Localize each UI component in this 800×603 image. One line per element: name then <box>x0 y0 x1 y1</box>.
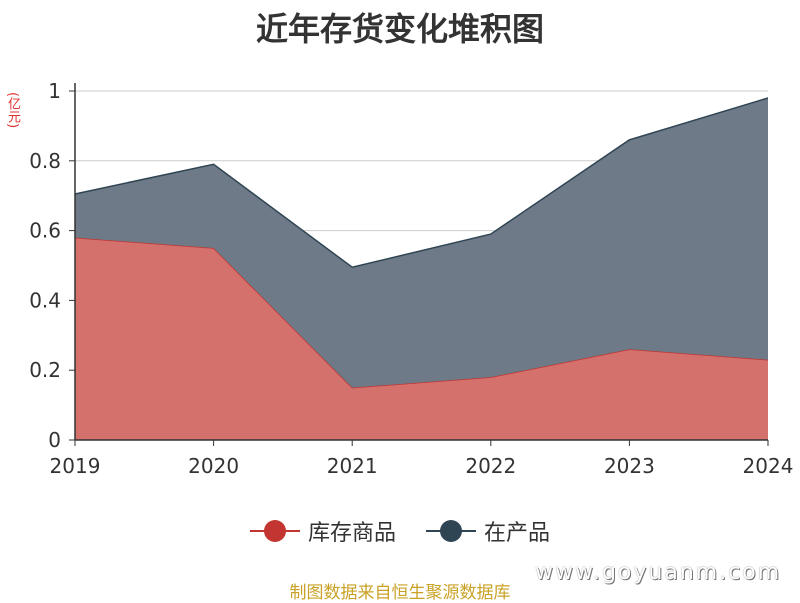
y-axis-unit-label: (亿元) <box>5 92 20 129</box>
x-tick-label: 2023 <box>604 454 655 478</box>
y-tick-label: 1 <box>48 79 61 103</box>
legend-label: 在产品 <box>484 521 551 546</box>
legend-item-series-0[interactable]: 库存商品 <box>249 515 396 547</box>
legend-item-series-1[interactable]: 在产品 <box>426 515 550 547</box>
legend-marker-icon <box>249 519 300 543</box>
area-series <box>74 97 769 440</box>
legend-label: 库存商品 <box>307 521 396 546</box>
y-tick-label: 0.8 <box>29 149 61 173</box>
axes <box>69 83 769 446</box>
x-tick-label: 2024 <box>743 454 794 478</box>
area-fill-series-0 <box>75 237 768 440</box>
y-tick-label: 0.6 <box>29 219 61 243</box>
x-tick-label: 2021 <box>327 454 378 478</box>
y-tick-label: 0.2 <box>29 358 61 382</box>
x-tick-label: 2019 <box>50 454 101 478</box>
y-tick-label: 0.4 <box>29 288 61 312</box>
y-tick-label: 0 <box>48 428 61 452</box>
chart-title: 近年存货变化堆积图 <box>255 10 544 48</box>
area-line-series-1 <box>74 97 769 269</box>
tick-labels: 0 0.2 0.4 0.6 0.8 1 2019 2020 2021 2022 2023 2024 <box>29 79 793 478</box>
legend: 库存商品 在产品 <box>0 515 800 547</box>
area-fill-series-1 <box>75 97 768 388</box>
legend-marker-icon <box>426 519 476 543</box>
x-tick-label: 2020 <box>188 454 239 478</box>
x-tick-label: 2022 <box>465 454 516 478</box>
watermark: www.goyuanm.com <box>535 560 782 585</box>
source-note: 制图数据来自恒生聚源数据库 <box>289 583 511 603</box>
